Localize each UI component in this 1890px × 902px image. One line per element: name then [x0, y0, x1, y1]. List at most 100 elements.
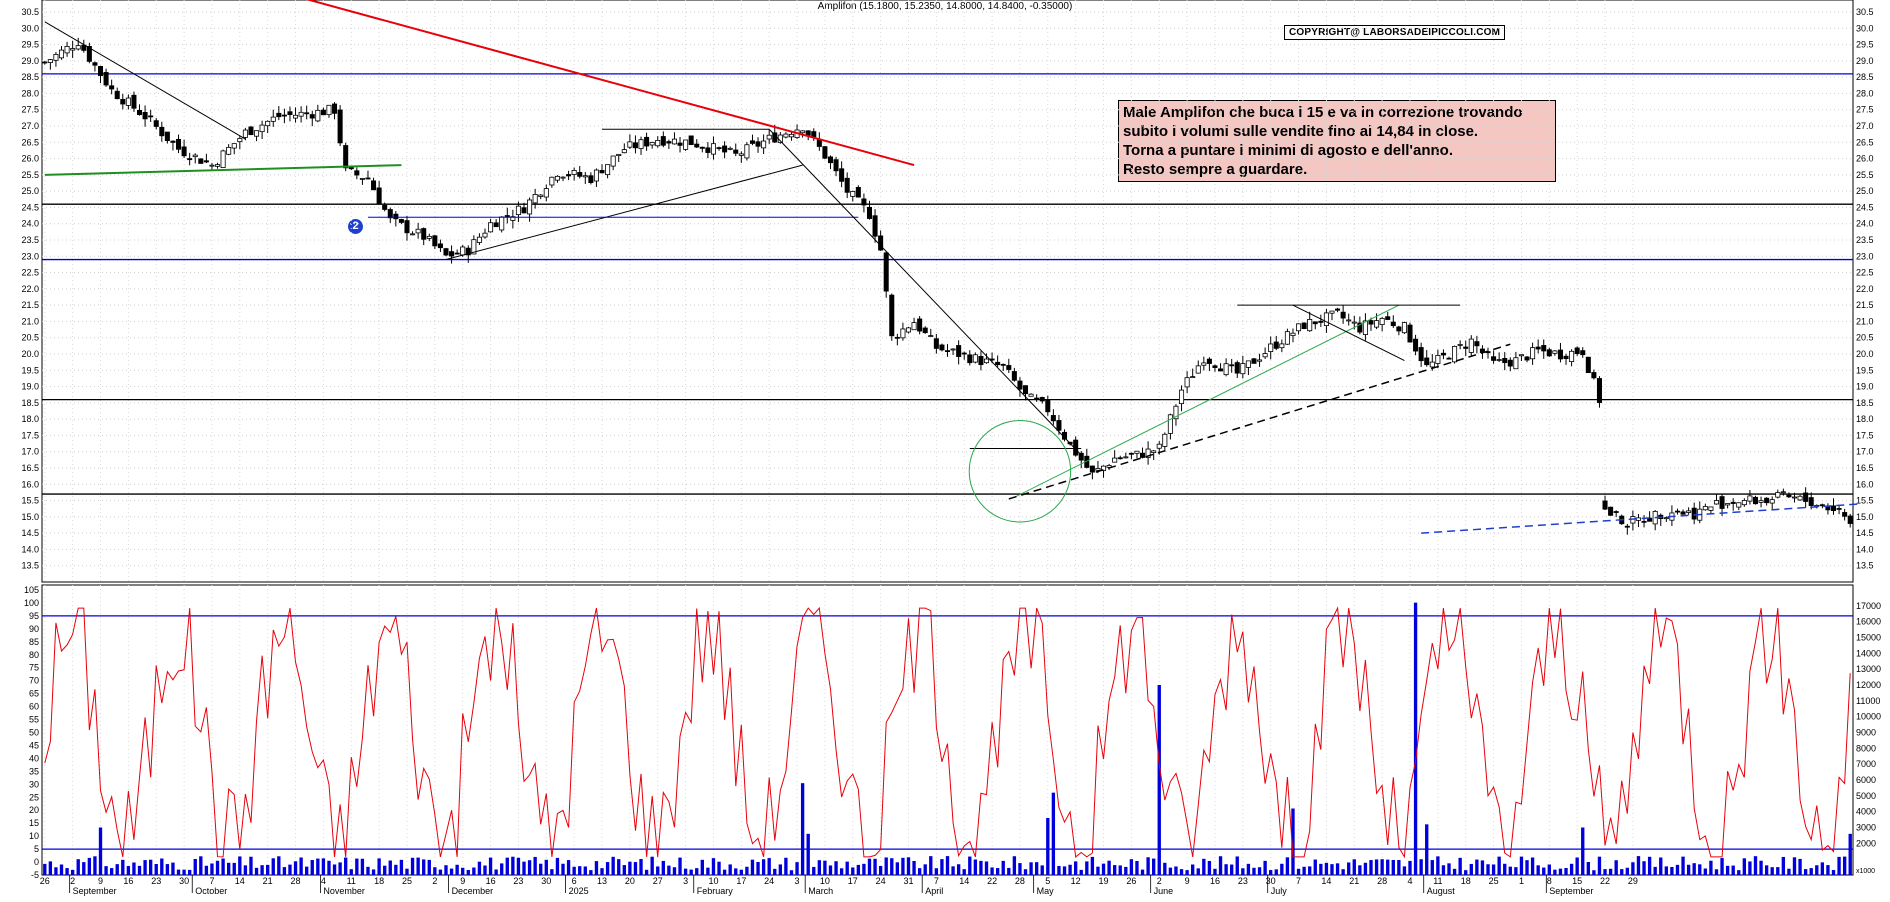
- price-y-tick-right: 17.0: [1856, 447, 1874, 457]
- volume-bar: [1034, 862, 1039, 875]
- candle-body: [1156, 443, 1162, 449]
- candle-body: [1022, 385, 1029, 395]
- candle-body: [527, 199, 533, 215]
- trend-line: [1008, 343, 1511, 500]
- volume-bar: [1386, 859, 1390, 875]
- trend-line: [1014, 304, 1400, 498]
- volume-bar: [1152, 858, 1156, 875]
- candle-body: [153, 120, 159, 127]
- volume-unit-label: x1000: [1856, 868, 1875, 875]
- candle-body: [304, 112, 310, 115]
- volume-bar: [1174, 866, 1178, 875]
- volume-bar: [572, 866, 576, 875]
- candle-body: [1418, 347, 1424, 362]
- price-y-tick-left: 24.5: [21, 202, 39, 212]
- candle-body: [922, 327, 928, 334]
- volume-bar: [945, 856, 950, 875]
- volume-bar: [254, 867, 259, 875]
- candle-body: [1741, 500, 1747, 506]
- volume-bar: [1101, 863, 1106, 875]
- volume-bar: [1608, 868, 1613, 875]
- volume-bar: [767, 858, 771, 875]
- candle-body: [1713, 500, 1719, 505]
- candle-body: [404, 220, 410, 234]
- volume-bar: [154, 864, 158, 875]
- price-y-tick-right: 29.5: [1856, 40, 1874, 50]
- candle-body: [1457, 344, 1463, 346]
- volume-bar: [1419, 859, 1423, 875]
- candle-body: [861, 198, 867, 206]
- candle-body: [1134, 450, 1140, 454]
- candle-body: [1335, 308, 1341, 311]
- volume-bar: [555, 857, 560, 875]
- candle-body: [1758, 500, 1764, 503]
- x-day-tick: 3: [795, 876, 800, 886]
- x-day-tick: 25: [402, 876, 412, 886]
- candle-body: [1830, 505, 1837, 512]
- volume-bar: [895, 862, 900, 875]
- candle-body: [1847, 515, 1853, 524]
- oscillator-y-tick: 85: [29, 637, 39, 647]
- candle-body: [1791, 496, 1798, 499]
- volume-bar: [1057, 865, 1061, 875]
- candle-body: [839, 168, 845, 182]
- volume-bar: [1068, 864, 1072, 875]
- volume-bar: [1018, 863, 1022, 875]
- candle-body: [755, 141, 761, 147]
- volume-bar: [1787, 868, 1791, 875]
- candle-body: [437, 243, 443, 249]
- price-y-tick-left: 19.5: [21, 365, 39, 375]
- price-y-tick-left: 16.5: [21, 463, 39, 473]
- candle-body: [883, 252, 889, 292]
- volume-bar: [1709, 860, 1713, 875]
- x-month-label: March: [808, 886, 833, 896]
- volume-bar: [1848, 833, 1852, 875]
- candle-body: [1502, 358, 1508, 364]
- volume-bar: [1291, 808, 1295, 875]
- candle-body: [833, 159, 839, 172]
- candle-body: [1011, 371, 1017, 381]
- candle-body: [1736, 502, 1742, 508]
- price-y-tick-left: 27.5: [21, 105, 39, 115]
- x-day-tick: 16: [1210, 876, 1220, 886]
- volume-bar: [121, 859, 125, 875]
- candle-body: [131, 94, 137, 109]
- candle-body: [1580, 350, 1586, 356]
- volume-bar: [1759, 860, 1763, 875]
- candle-body: [1602, 500, 1608, 510]
- x-day-tick: 16: [486, 876, 496, 886]
- volume-bar: [739, 869, 743, 875]
- volume-bar: [1107, 860, 1111, 875]
- candle-body: [70, 48, 76, 51]
- candle-body: [733, 149, 739, 154]
- volume-bar: [1146, 857, 1150, 875]
- candle-body: [354, 170, 360, 176]
- volume-bar: [477, 861, 482, 875]
- candle-body: [476, 236, 482, 243]
- candle-body: [1530, 347, 1536, 360]
- volume-bar: [1274, 869, 1278, 875]
- volume-bar: [321, 858, 326, 875]
- price-y-tick-right: 28.5: [1856, 72, 1874, 82]
- volume-bar: [1592, 870, 1596, 875]
- candle-body: [1268, 343, 1274, 352]
- volume-bar: [1213, 868, 1217, 875]
- volume-bar: [126, 866, 131, 875]
- x-day-tick: 26: [1126, 876, 1136, 886]
- volume-bar: [360, 858, 365, 875]
- volume-bar: [1324, 862, 1329, 875]
- volume-bar: [87, 857, 92, 875]
- x-day-tick: 15: [1572, 876, 1582, 886]
- candle-body: [749, 140, 755, 144]
- annotation-line: Torna a puntare i minimi di agosto e del…: [1123, 142, 1453, 159]
- oscillator-y-tick: 10: [29, 831, 39, 841]
- candle-body: [415, 228, 421, 234]
- volume-bar: [1246, 863, 1251, 875]
- candle-body: [1557, 349, 1563, 360]
- candle-body: [939, 344, 945, 351]
- candle-body: [1223, 363, 1229, 376]
- price-y-tick-right: 18.5: [1856, 398, 1874, 408]
- volume-bar: [633, 862, 638, 875]
- price-panel-frame: [41, 0, 1854, 583]
- price-y-tick-left: 14.5: [21, 528, 39, 538]
